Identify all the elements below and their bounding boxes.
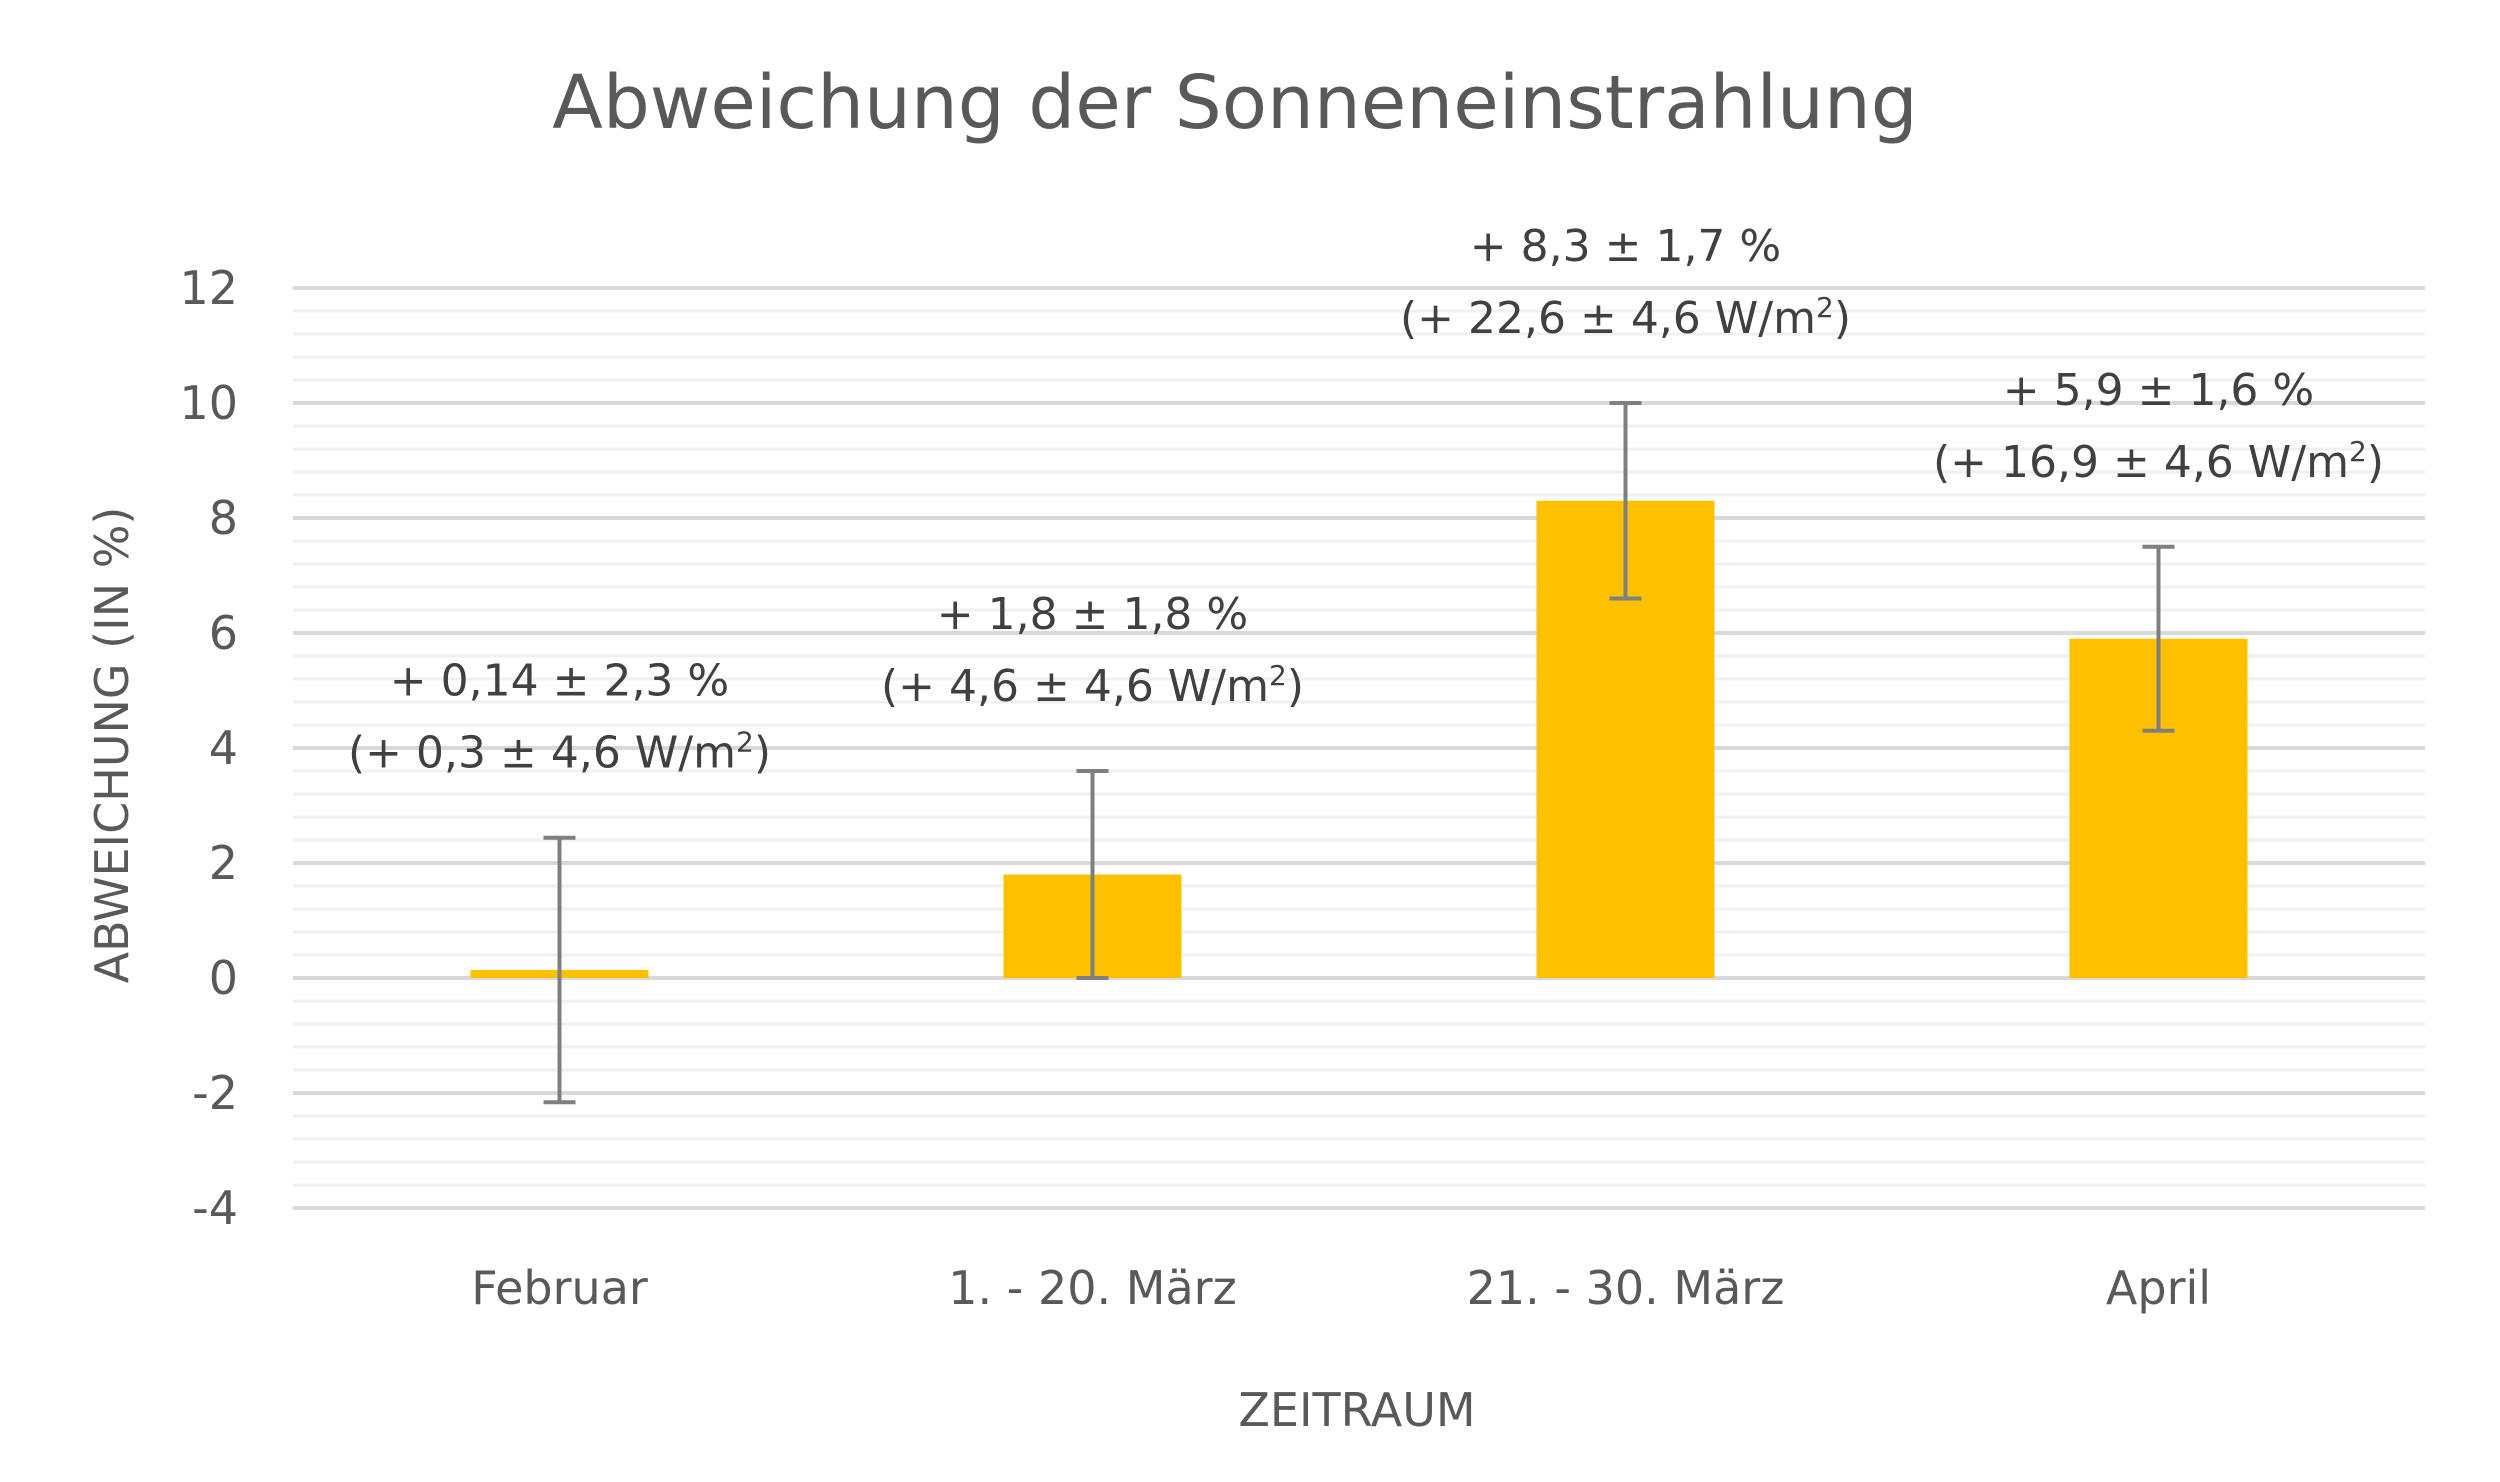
error-bar <box>543 835 576 1105</box>
data-label-value: + 5,9 ± 1,6 % <box>2003 365 2314 416</box>
y-tick-label: -4 <box>192 1181 238 1235</box>
data-labels: + 0,14 ± 2,3 % (+ 0,3 ± 4,6 W/m2) + 1,8 ± … <box>348 221 2384 779</box>
chart-title: Abweichung der Sonneneinstrahlung <box>552 60 1918 146</box>
data-label-irradiance: (+ 0,3 ± 4,6 W/m2) <box>348 726 771 779</box>
y-tick-label: 8 <box>209 491 238 545</box>
error-bar <box>1609 401 1642 601</box>
y-tick-label: 10 <box>179 376 238 430</box>
x-category-label: April <box>2106 1261 2211 1315</box>
x-category-label: 1. - 20. März <box>948 1261 1236 1315</box>
y-tick-label: 2 <box>209 836 238 890</box>
y-tick-label: 6 <box>209 606 238 660</box>
data-label-value: + 1,8 ± 1,8 % <box>937 589 1248 640</box>
y-tick-label: 12 <box>179 261 238 315</box>
error-bars <box>543 401 2175 1105</box>
y-tick-label: -2 <box>192 1066 238 1120</box>
x-category-label: 21. - 30. März <box>1467 1261 1785 1315</box>
data-label-value: + 8,3 ± 1,7 % <box>1470 221 1781 272</box>
x-axis-categories: Februar 1. - 20. März 21. - 30. März April <box>471 1261 2211 1315</box>
error-bar <box>1076 769 1109 980</box>
x-axis-title: ZEITRAUM <box>1238 1383 1475 1437</box>
x-category-label: Februar <box>471 1261 648 1315</box>
data-label-value: + 0,14 ± 2,3 % <box>390 656 729 707</box>
data-label-irradiance: (+ 4,6 ± 4,6 W/m2) <box>881 659 1304 712</box>
y-axis-ticks: -4 -2 0 2 4 6 8 10 12 <box>179 261 238 1235</box>
y-axis-title: ABWEICHUNG (IN %) <box>85 507 139 984</box>
data-label-irradiance: (+ 22,6 ± 4,6 W/m2) <box>1400 291 1851 344</box>
y-tick-label: 0 <box>209 951 238 1005</box>
data-label-irradiance: (+ 16,9 ± 4,6 W/m2) <box>1933 435 2384 488</box>
error-bar <box>2142 544 2175 733</box>
y-tick-label: 4 <box>209 721 238 775</box>
